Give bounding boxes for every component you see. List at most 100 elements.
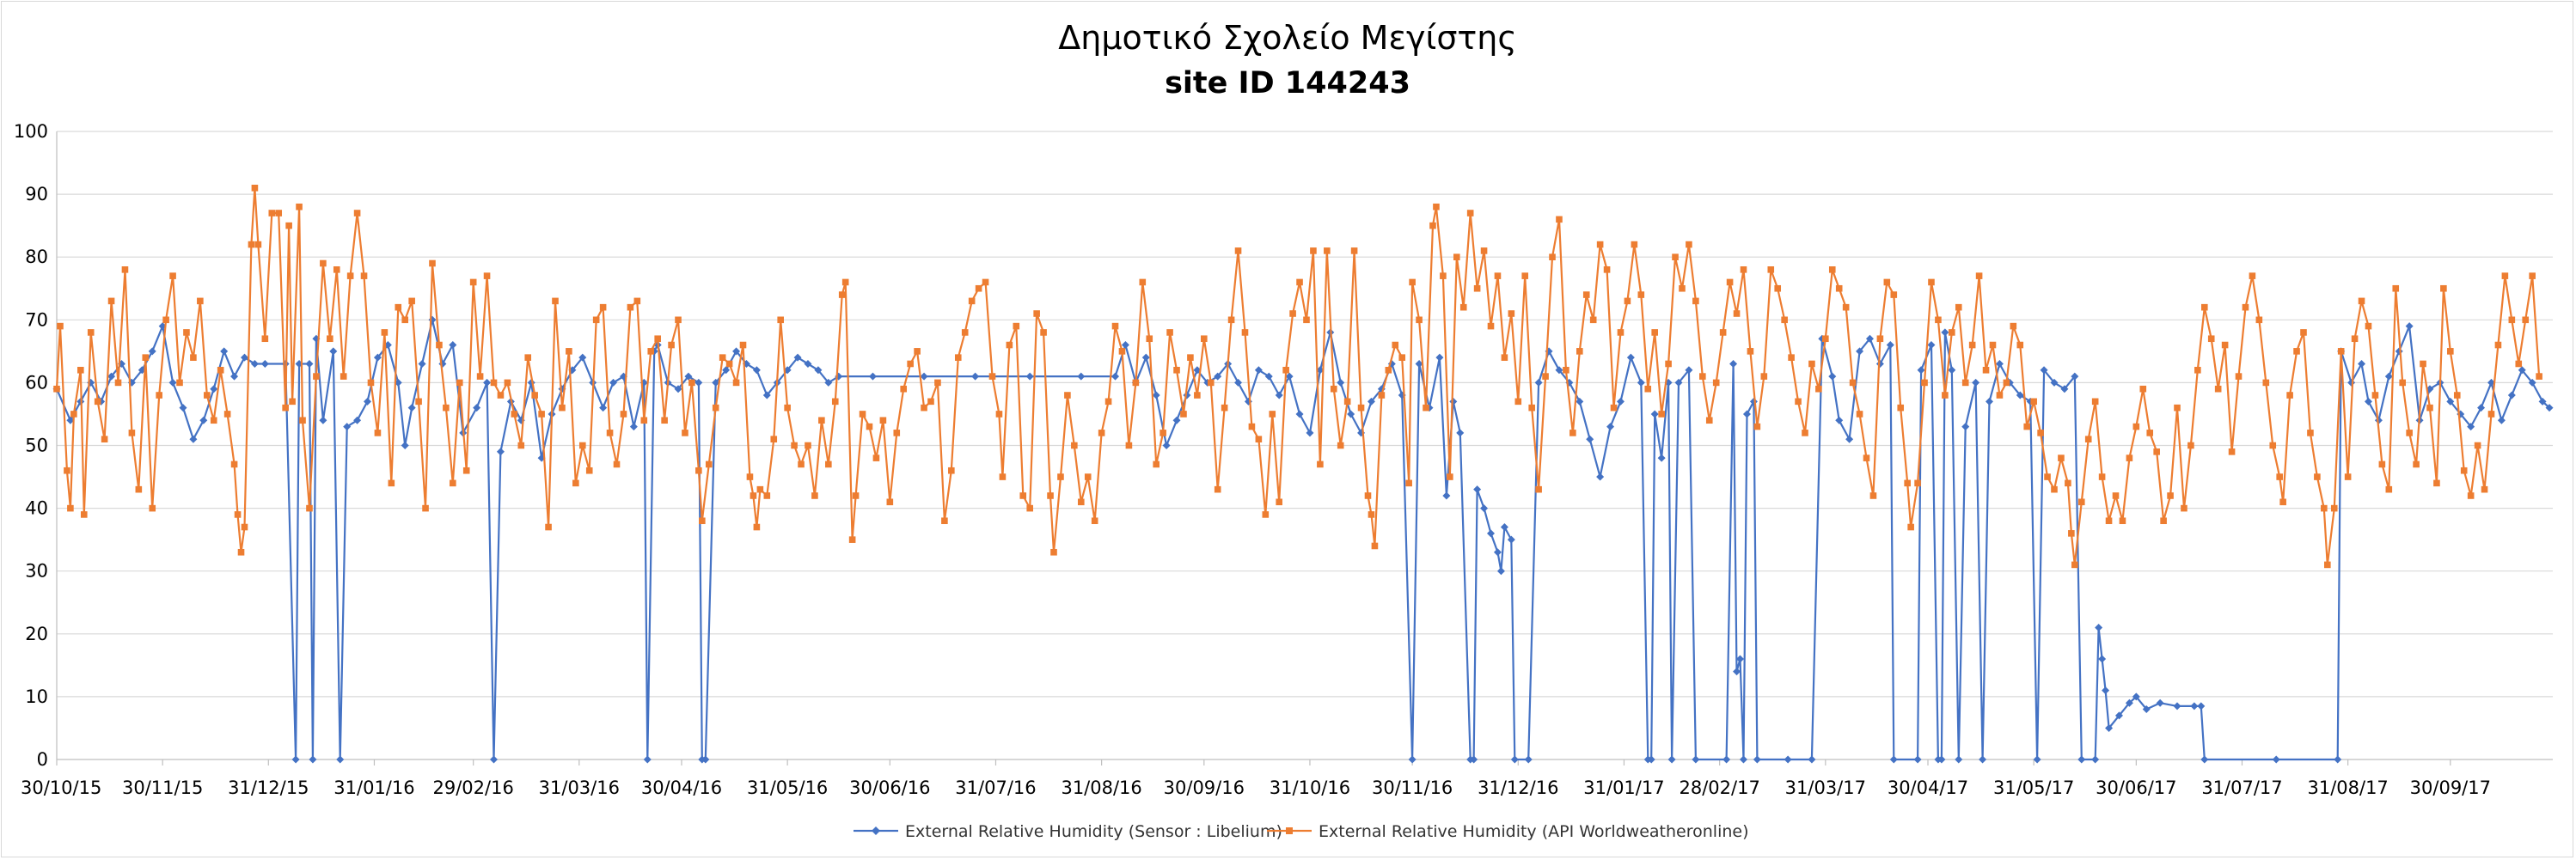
data-point [1927, 341, 1936, 350]
data-point [2174, 404, 2181, 412]
data-point [1343, 398, 1351, 406]
data-point [2098, 655, 2107, 663]
data-point [609, 378, 618, 387]
x-tick-label: 31/03/17 [1785, 778, 1866, 798]
data-point [1104, 398, 1112, 406]
data-point [450, 479, 456, 487]
data-point [1674, 378, 1683, 387]
data-point [914, 348, 921, 355]
data-point [872, 454, 880, 461]
data-point [1350, 247, 1358, 254]
data-point [1162, 442, 1171, 449]
data-point [251, 184, 259, 192]
data-point [599, 303, 607, 311]
data-point [483, 378, 492, 387]
data-point [1514, 398, 1522, 406]
data-point [2126, 454, 2133, 461]
y-tick-label: 90 [25, 184, 48, 204]
data-point [1201, 335, 1208, 343]
data-point [2358, 359, 2366, 368]
data-point [1961, 423, 1970, 431]
data-point [1364, 492, 1372, 499]
data-point [1549, 253, 1556, 260]
data-point [2051, 485, 2058, 493]
data-point [1111, 322, 1119, 330]
data-point [1470, 755, 1478, 764]
data-point [1487, 322, 1495, 330]
data-point [920, 372, 928, 381]
data-point [2091, 755, 2100, 764]
data-point [1942, 392, 1949, 399]
data-point [2016, 341, 2024, 349]
data-point [336, 755, 345, 764]
data-point [893, 430, 901, 436]
data-point [1330, 385, 1337, 393]
data-point [1409, 278, 1416, 286]
data-point [722, 366, 731, 375]
data-point [1699, 373, 1706, 380]
data-point [2447, 348, 2454, 355]
data-point [2207, 335, 2215, 343]
data-point [2119, 517, 2126, 525]
data-point [866, 423, 873, 430]
data-point [2413, 460, 2420, 468]
data-point [798, 460, 805, 468]
data-point [1856, 411, 1863, 418]
data-point [1644, 385, 1652, 393]
data-point [1828, 372, 1837, 381]
data-point [1435, 353, 1444, 362]
data-point [859, 411, 866, 418]
data-point [2371, 392, 2379, 399]
data-point [190, 354, 197, 361]
data-point [1214, 372, 1222, 381]
data-point [1589, 316, 1597, 324]
data-point [261, 335, 269, 343]
data-point [2501, 272, 2509, 279]
data-point [2487, 378, 2495, 387]
data-point [1886, 341, 1894, 350]
data-point [203, 392, 211, 399]
data-point [1904, 479, 1911, 487]
data-point [770, 436, 778, 442]
data-point [975, 284, 982, 292]
data-point [1935, 316, 1942, 324]
data-point [1306, 429, 1314, 437]
data-point [2023, 423, 2031, 430]
data-point [1672, 253, 1679, 260]
data-point [217, 366, 224, 374]
data-point [469, 278, 477, 286]
data-point [1152, 391, 1160, 400]
data-point [531, 392, 538, 399]
data-point [476, 373, 484, 380]
data-point [148, 347, 156, 356]
chart-subtitle: site ID 144243 [1165, 66, 1410, 101]
data-point [2395, 347, 2403, 356]
data-point [1875, 359, 1884, 368]
data-point [2334, 755, 2342, 764]
data-point [578, 353, 587, 362]
data-point [490, 379, 498, 387]
data-point [1845, 435, 1854, 443]
data-point [1214, 485, 1221, 493]
data-point [2358, 297, 2365, 305]
data-point [763, 492, 771, 499]
data-point [2060, 385, 2069, 393]
data-point [291, 755, 300, 764]
data-point [1742, 410, 1751, 418]
data-point [1262, 511, 1270, 518]
data-point [1385, 366, 1392, 374]
data-point [2420, 360, 2426, 368]
data-point [340, 373, 347, 380]
data-point [1542, 373, 1549, 380]
data-point [2494, 341, 2502, 349]
data-point [712, 404, 719, 412]
data-point [2040, 366, 2048, 375]
data-point [1433, 203, 1440, 210]
data-point [496, 448, 505, 456]
data-point [1626, 353, 1635, 362]
data-point [223, 411, 231, 418]
data-point [1729, 359, 1738, 368]
y-tick-label: 60 [25, 372, 48, 393]
data-point [1276, 498, 1283, 506]
